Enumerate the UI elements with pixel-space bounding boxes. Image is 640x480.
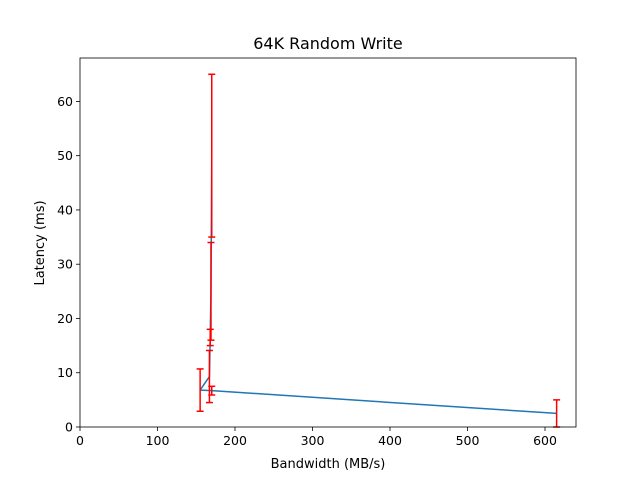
y-axis-label: Latency (ms) bbox=[33, 200, 48, 285]
y-tick-label-4: 40 bbox=[57, 202, 73, 217]
chart-title: 64K Random Write bbox=[253, 34, 403, 53]
x-tick-label-0: 0 bbox=[76, 433, 84, 448]
x-axis-label: Bandwidth (MB/s) bbox=[271, 457, 386, 472]
x-tick-label-1: 100 bbox=[146, 433, 170, 448]
x-tick-label-2: 200 bbox=[223, 433, 247, 448]
axes-frame bbox=[79, 57, 577, 428]
x-tick-label-3: 300 bbox=[301, 433, 325, 448]
x-tick-label-5: 500 bbox=[456, 433, 480, 448]
plot-area: 0 100 200 300 400 500 600 0 10 20 30 40 50 60 bbox=[57, 57, 577, 448]
y-tick-label-5: 50 bbox=[57, 148, 73, 163]
x-tick-label-6: 600 bbox=[533, 433, 557, 448]
y-tick-label-2: 20 bbox=[57, 311, 73, 326]
y-tick-label-6: 60 bbox=[57, 94, 73, 109]
y-tick-label-0: 0 bbox=[65, 420, 73, 435]
series-line-0 bbox=[199, 155, 557, 415]
x-tick-label-4: 400 bbox=[378, 433, 402, 448]
y-tick-label-3: 30 bbox=[57, 257, 73, 272]
y-tick-label-1: 10 bbox=[57, 365, 73, 380]
